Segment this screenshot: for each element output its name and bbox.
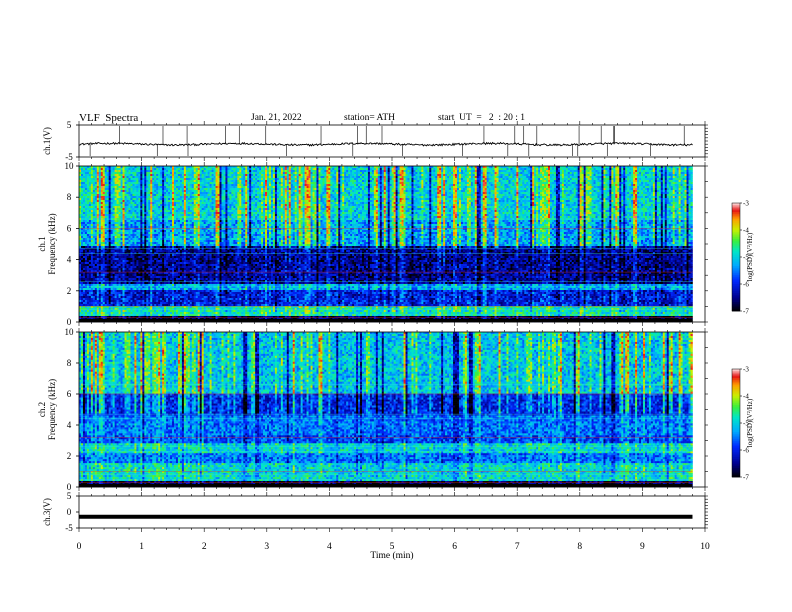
colorbar-tick-label-1-0: -3 — [743, 200, 749, 208]
vlf-spectra-figure: VLF Spectra Jan. 21, 2022 station= ATH s… — [0, 0, 792, 612]
ylabel-2-0: ch.2 — [37, 402, 47, 417]
ytick-label-3-2: -5 — [65, 523, 73, 533]
colorbar-tick-label-2-4: -7 — [743, 474, 749, 482]
ylabel-1-0: ch.1 — [37, 236, 47, 251]
xtick-label-6: 6 — [452, 542, 457, 552]
colorbar-1 — [732, 203, 740, 311]
xtick-label-1: 1 — [139, 542, 144, 552]
xtick-label-7: 7 — [515, 542, 520, 552]
xaxis-label: Time (min) — [370, 550, 413, 561]
ytick-label-1-1: 2 — [67, 286, 72, 296]
ytick-label-1-0: 0 — [67, 317, 72, 327]
ytick-label-1-4: 8 — [67, 192, 72, 202]
xtick-label-10: 10 — [700, 542, 710, 552]
ylabel-2-1: Frequency (kHz) — [47, 379, 57, 440]
xtick-label-4: 4 — [327, 542, 332, 552]
spectrogram-2 — [79, 332, 693, 487]
xtick-label-2: 2 — [202, 542, 207, 552]
colorbar-tick-label-1-4: -7 — [743, 308, 749, 316]
plot-area: 5-5ch.1(V)0246810ch.1 Frequency (kHz)0246… — [0, 0, 792, 612]
ytick-label-1-5: 10 — [65, 161, 75, 171]
panel-frame-3 — [79, 496, 705, 528]
ytick-label-0-0: 5 — [67, 120, 72, 130]
ylabel-1-1: Frequency (kHz) — [47, 213, 57, 274]
xtick-label-8: 8 — [577, 542, 582, 552]
ylabel-0-0: ch.1(V) — [42, 127, 52, 155]
colorbar-label-1: log(PSD)(V²/Hz) — [746, 232, 754, 281]
ytick-label-2-3: 6 — [67, 389, 72, 399]
ch1-waveform-line — [79, 143, 693, 146]
colorbar-2 — [732, 369, 740, 477]
colorbar-label-2: log(PSD)(V²/Hz) — [746, 398, 754, 447]
xtick-label-9: 9 — [640, 542, 645, 552]
colorbar-tick-label-2-0: -3 — [743, 366, 749, 374]
ytick-label-3-1: 0 — [67, 507, 72, 517]
xtick-label-0: 0 — [77, 542, 82, 552]
ytick-label-2-2: 4 — [67, 420, 72, 430]
spectrogram-baseband-2 — [79, 484, 692, 487]
ytick-label-1-2: 4 — [67, 255, 72, 265]
ytick-label-1-3: 6 — [67, 223, 72, 233]
spectrogram-baseband-1 — [79, 319, 692, 322]
panel-frame-0 — [79, 125, 705, 157]
ytick-label-2-5: 10 — [65, 327, 75, 337]
ytick-label-3-0: 5 — [67, 491, 72, 501]
ytick-label-2-4: 8 — [67, 358, 72, 368]
ylabel-3-0: ch.3(V) — [42, 498, 52, 526]
ytick-label-2-1: 2 — [67, 451, 72, 461]
xtick-label-3: 3 — [264, 542, 269, 552]
spectrogram-1 — [79, 166, 693, 322]
